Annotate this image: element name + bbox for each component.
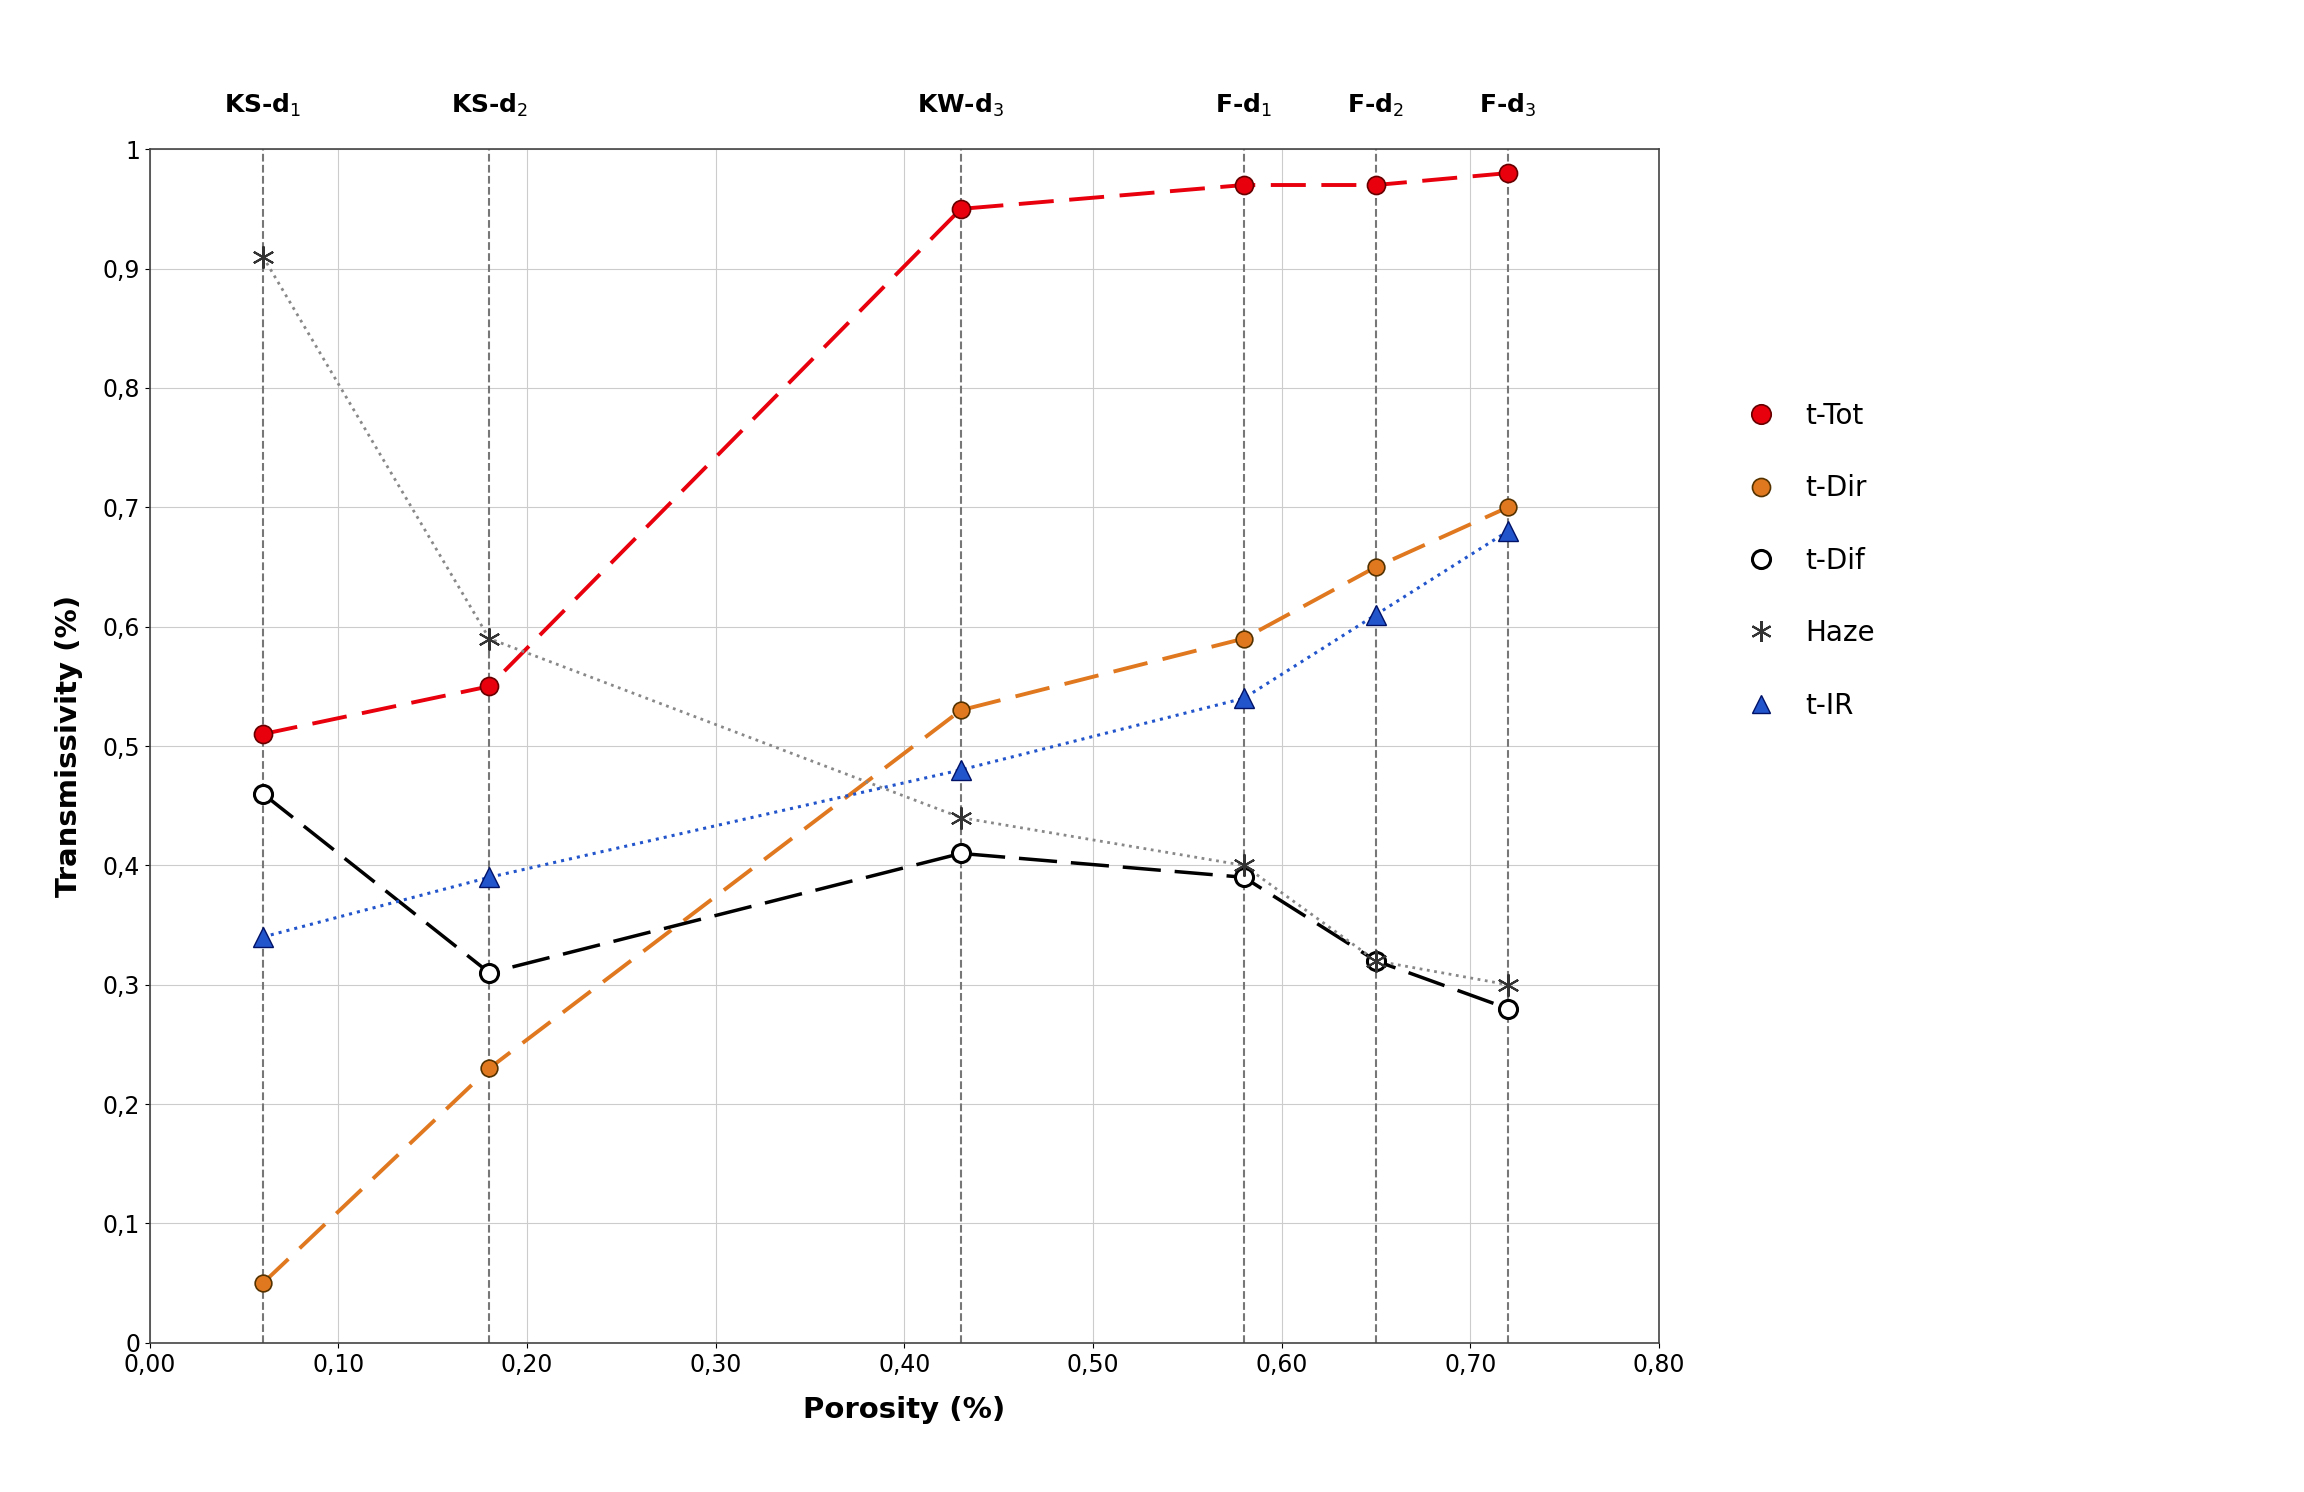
- Text: KW-d$_3$: KW-d$_3$: [917, 93, 1005, 119]
- Legend: t-Tot, t-Dir, t-Dif, Haze, t-IR: t-Tot, t-Dir, t-Dif, Haze, t-IR: [1733, 401, 1875, 719]
- Y-axis label: Transmissivity (%): Transmissivity (%): [55, 595, 83, 897]
- Text: F-d$_1$: F-d$_1$: [1214, 93, 1272, 119]
- X-axis label: Porosity (%): Porosity (%): [804, 1397, 1005, 1423]
- Text: F-d$_2$: F-d$_2$: [1348, 93, 1405, 119]
- Text: KS-d$_2$: KS-d$_2$: [452, 93, 528, 119]
- Text: F-d$_3$: F-d$_3$: [1479, 93, 1537, 119]
- Text: KS-d$_1$: KS-d$_1$: [223, 93, 302, 119]
